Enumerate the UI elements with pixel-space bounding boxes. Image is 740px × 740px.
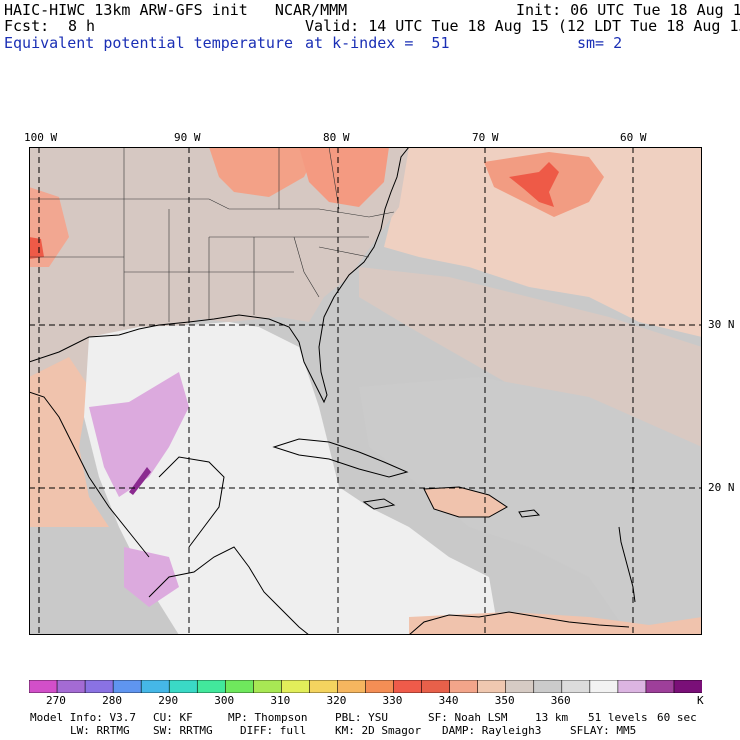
level-info: at k-index = 51: [305, 34, 450, 52]
colorbar-swatch: [477, 680, 507, 693]
colorbar-swatch: [421, 680, 451, 693]
footer-diff: DIFF: full: [240, 724, 307, 737]
colorbar-swatch: [337, 680, 367, 693]
forecast-label: Fcst:: [4, 17, 50, 35]
colorbar-labels: 270 280 290 300 310 320 330 340 350 360: [0, 695, 740, 709]
red-patch-atlantic: [509, 162, 559, 207]
footer-timestep: 60 sec: [657, 711, 697, 724]
footer-pbl: PBL: YSU: [335, 711, 388, 724]
south-america-coast: [408, 611, 630, 635]
colorbar-tick-label: 270: [46, 694, 66, 707]
central-america-coast: [148, 546, 310, 635]
puerto-rico-coast: [518, 509, 541, 518]
smoothing-info: sm= 2: [577, 34, 623, 52]
salmon-patch-ohio: [299, 147, 389, 207]
footer-mp: MP: Thompson: [228, 711, 308, 724]
caribbean-gray: [359, 377, 702, 635]
footer-cu: CU: KF: [153, 711, 193, 724]
lon-label-60w: 60 W: [620, 131, 647, 144]
colorbar-swatch: [365, 680, 395, 693]
footer-damp: DAMP: Rayleigh3: [442, 724, 542, 737]
footer-lw: LW: RRTMG: [70, 724, 130, 737]
salmon-patch-midwest: [209, 147, 319, 197]
colorbar-swatch: [533, 680, 563, 693]
yucatan-coast: [158, 456, 225, 548]
colorbar-swatch: [140, 680, 171, 693]
lon-label-90w: 90 W: [174, 131, 201, 144]
gulf-white: [84, 322, 499, 635]
cuba-coast: [272, 438, 409, 478]
colorbar-swatch: [673, 680, 702, 693]
footer-model-info: Model Info: V3.7: [30, 711, 136, 724]
colorbar-swatch: [224, 680, 255, 693]
mexico-pacific-coast: [29, 391, 150, 558]
forecast-hours: 8 h: [68, 17, 96, 35]
colorbar-unit: K: [697, 694, 704, 707]
footer-km: KM: 2D Smagor: [335, 724, 422, 737]
colorbar-tick-label: 360: [550, 694, 571, 707]
colorbar-swatch: [617, 680, 647, 693]
colorbar-tick-label: 290: [158, 694, 179, 707]
colorbar-tick-label: 330: [382, 694, 403, 707]
colorbar-swatch: [309, 680, 339, 693]
lon-label-80w: 80 W: [323, 131, 350, 144]
jamaica-coast: [362, 498, 396, 510]
colorbar-swatch: [589, 680, 619, 693]
field-name: Equivalent potential temperature: [4, 34, 293, 52]
valid-time: Valid: 14 UTC Tue 18 Aug 15 (12 LDT Tue …: [305, 17, 740, 35]
lat-label-30n: 30 N: [708, 318, 735, 331]
colorbar-swatch: [561, 680, 591, 693]
colorbar-swatch: [253, 680, 283, 693]
colorbar-tick-label: 310: [270, 694, 291, 707]
footer-levels: 51 levels: [588, 711, 648, 724]
model-title: HAIC-HIWC 13km ARW-GFS init NCAR/MMM: [4, 1, 348, 19]
colorbar-swatch: [168, 680, 199, 693]
us-gulf-coast: [29, 147, 410, 404]
colorbar-swatch: [281, 680, 311, 693]
colorbar-tick-label: 300: [214, 694, 235, 707]
lavender-patch-gulf: [89, 372, 189, 497]
init-time: Init: 06 UTC Tue 18 Aug 15: [516, 1, 740, 19]
footer-resolution: 13 km: [535, 711, 569, 724]
lat-lon-grid: [29, 147, 702, 635]
footer-sf: SF: Noah LSM: [428, 711, 508, 724]
colorbar-swatch: [449, 680, 479, 693]
south-america-warm: [409, 612, 702, 635]
footer-sw: SW: RRTMG: [153, 724, 213, 737]
mexico-land-warm: [29, 357, 109, 527]
colorbar-swatch: [29, 680, 58, 693]
coastlines: [29, 147, 636, 635]
colorbar-swatch: [112, 680, 142, 693]
colorbar: [29, 680, 702, 693]
colorbar-swatch: [56, 680, 86, 693]
colorbar-swatch: [505, 680, 535, 693]
lon-label-100w: 100 W: [24, 131, 58, 144]
red-patch-gulf-coast: [29, 237, 44, 259]
state-borders: [29, 147, 395, 327]
colorbar-tick-label: 340: [438, 694, 459, 707]
lon-label-70w: 70 W: [472, 131, 499, 144]
colorbar-tick-label: 280: [102, 694, 122, 707]
colorbar-tick-label: 320: [326, 694, 347, 707]
colorbar-tick-label: 350: [494, 694, 515, 707]
footer-sflay: SFLAY: MM5: [570, 724, 637, 737]
colorbar-swatch: [393, 680, 423, 693]
theta-e-map: [29, 147, 702, 635]
colorbar-swatch: [84, 680, 114, 693]
colorbar-swatch: [196, 680, 227, 693]
lat-label-20n: 20 N: [708, 481, 735, 494]
colorbar-swatch: [645, 680, 675, 693]
atlantic-warm-region: [384, 147, 702, 337]
lavender-patch-central-america: [124, 547, 179, 607]
